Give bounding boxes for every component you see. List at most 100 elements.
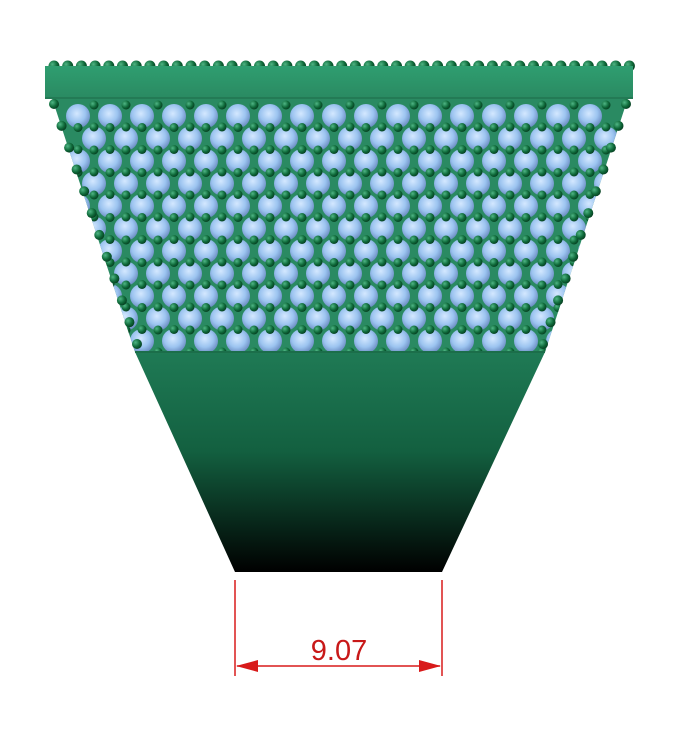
- fiber-dot: [153, 257, 163, 267]
- fiber-dot: [297, 190, 307, 199]
- fiber-dot: [521, 235, 531, 244]
- fiber-cord: [562, 171, 586, 196]
- fiber-dot: [265, 235, 275, 244]
- fiber-cord: [226, 239, 250, 263]
- arrowhead-right-icon: [419, 660, 441, 672]
- fiber-dot: [553, 325, 563, 334]
- fiber-dot: [457, 325, 467, 334]
- fiber-dot: [489, 325, 499, 334]
- fiber-dot: [185, 145, 195, 155]
- fiber-cord: [338, 261, 362, 286]
- fiber-dot: [377, 280, 387, 290]
- fiber-cord: [546, 149, 570, 173]
- fiber-cord: [226, 284, 250, 308]
- fiber-cord: [98, 329, 122, 352]
- fiber-dot: [185, 302, 195, 312]
- fiber-dot: [153, 167, 163, 177]
- fiber-dot: [249, 212, 259, 222]
- fiber-dot: [281, 100, 291, 110]
- fiber-cord: [386, 239, 410, 263]
- fiber-dot: [73, 303, 83, 312]
- fiber-dot: [153, 302, 163, 312]
- fiber-dot: [505, 212, 515, 222]
- fiber-cord: [546, 194, 570, 218]
- fiber-dot: [521, 325, 531, 334]
- fiber-dot: [89, 325, 99, 335]
- fiber-dot: [249, 167, 259, 177]
- fiber-dot: [569, 347, 579, 352]
- fiber-dot: [537, 122, 547, 132]
- edge-dot: [605, 142, 616, 153]
- fiber-dot: [601, 257, 611, 267]
- dimension-value: 9.07: [311, 635, 367, 667]
- fiber-dot: [105, 190, 115, 199]
- fiber-dot: [345, 347, 355, 352]
- fiber-dot: [73, 280, 83, 289]
- fiber-dot: [89, 280, 99, 290]
- arrowhead-left-icon: [236, 660, 258, 672]
- fiber-dot: [489, 123, 499, 132]
- edge-dot: [583, 208, 594, 219]
- fiber-dot: [217, 325, 227, 335]
- fiber-dot: [281, 302, 291, 312]
- fiber-dot: [569, 190, 579, 200]
- fiber-dot: [505, 235, 515, 245]
- fiber-dot: [553, 213, 563, 222]
- fiber-dot: [185, 257, 195, 267]
- fiber-dot: [265, 168, 275, 177]
- fiber-dot: [441, 100, 451, 110]
- fiber-cord: [114, 171, 138, 196]
- fiber-cord: [594, 306, 618, 331]
- fiber-dot: [441, 235, 451, 245]
- fiber-cord: [178, 216, 202, 241]
- fiber-dot: [585, 303, 595, 312]
- fiber-cord: [402, 306, 426, 331]
- fiber-cord: [450, 194, 474, 218]
- fiber-dot: [169, 235, 179, 244]
- fiber-dot: [201, 190, 211, 199]
- fiber-dot: [361, 190, 371, 199]
- fiber-cord: [114, 261, 138, 286]
- fiber-dot: [505, 257, 515, 267]
- fiber-cord: [450, 149, 474, 173]
- fiber-cord: [98, 284, 122, 308]
- fiber-dot: [249, 190, 259, 200]
- fiber-dot: [313, 325, 323, 335]
- fiber-dot: [457, 303, 467, 312]
- edge-dot: [56, 120, 67, 131]
- fiber-dot: [233, 145, 243, 154]
- fiber-dot: [185, 212, 195, 222]
- fiber-dot: [537, 167, 547, 177]
- fiber-cord: [226, 149, 250, 173]
- fiber-cord: [162, 239, 186, 263]
- fiber-dot: [201, 145, 211, 154]
- fiber-dot: [89, 190, 99, 200]
- fiber-cord: [130, 194, 154, 218]
- fiber-cord: [498, 261, 522, 286]
- fiber-dot: [361, 258, 371, 267]
- fiber-cord: [434, 171, 458, 196]
- fiber-dot: [313, 122, 323, 132]
- dimension-annotation: [234, 580, 443, 676]
- fiber-cord: [290, 239, 314, 263]
- fiber-dot: [153, 100, 163, 110]
- fiber-cord: [258, 284, 282, 308]
- edge-dot: [101, 251, 112, 262]
- fiber-cord: [402, 216, 426, 241]
- fiber-dot: [425, 258, 435, 267]
- fiber-dot: [73, 213, 83, 222]
- fiber-dot: [569, 302, 579, 312]
- fiber-dot: [105, 303, 115, 312]
- fiber-cord: [434, 306, 458, 331]
- fiber-cord: [578, 329, 602, 352]
- fiber-dot: [377, 167, 387, 177]
- fiber-dot: [521, 190, 531, 199]
- fiber-dot: [297, 235, 307, 244]
- fiber-dot: [185, 280, 195, 290]
- fiber-dot: [265, 258, 275, 267]
- fiber-cord: [98, 104, 122, 128]
- fiber-cord: [162, 284, 186, 308]
- fiber-cord: [322, 239, 346, 263]
- fiber-dot: [569, 100, 579, 110]
